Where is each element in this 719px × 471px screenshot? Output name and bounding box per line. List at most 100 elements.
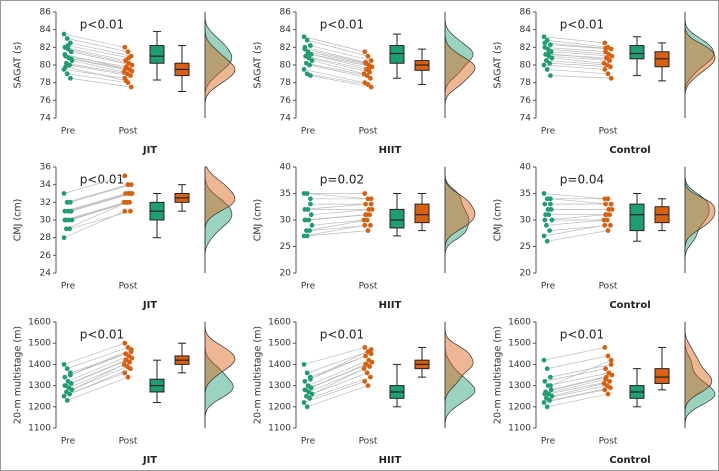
pair-line: [543, 36, 605, 44]
box: [389, 208, 405, 229]
pair-line: [63, 69, 125, 79]
point: [365, 228, 371, 234]
point: [368, 75, 373, 81]
pair-line: [307, 351, 369, 374]
pair-line: [64, 46, 126, 61]
point: [602, 222, 608, 228]
pair-line: [307, 193, 369, 200]
point: [368, 201, 374, 207]
pair-line: [69, 210, 131, 230]
point: [122, 44, 128, 50]
density: [204, 321, 236, 428]
point: [129, 62, 135, 68]
point: [64, 199, 70, 205]
y-tick-label: 30: [280, 216, 292, 226]
point: [68, 208, 73, 214]
pair-line: [63, 342, 125, 365]
point: [62, 374, 68, 380]
point: [609, 53, 615, 59]
point: [67, 62, 72, 68]
x-tick-label: Pre: [541, 437, 556, 447]
point: [363, 201, 368, 207]
point: [369, 359, 375, 365]
pair-line: [548, 55, 610, 61]
pair-line: [67, 355, 129, 382]
point: [364, 217, 370, 223]
pair-line: [303, 224, 365, 237]
pair-line: [63, 210, 125, 238]
annotation: p<0.01: [320, 18, 364, 32]
pair-line: [547, 69, 609, 75]
annotation: p=0.04: [560, 173, 604, 187]
point: [308, 385, 314, 391]
point: [541, 400, 547, 405]
point: [362, 345, 368, 350]
y-tick-label: 28: [40, 233, 52, 243]
y-axis-label: CMJ (cm): [13, 199, 24, 242]
y-tick-label: 76: [280, 96, 292, 106]
point: [549, 393, 555, 399]
pair-line: [303, 381, 365, 403]
point: [544, 404, 550, 410]
point: [64, 398, 70, 403]
x-tick-label: Pre: [541, 127, 556, 137]
pair-line: [68, 201, 130, 221]
density: [684, 167, 716, 273]
point: [547, 398, 552, 403]
pair-line: [547, 372, 609, 386]
point: [307, 62, 312, 68]
y-tick-label: 1400: [268, 360, 291, 370]
point: [608, 362, 614, 367]
x-tick-label: Post: [359, 127, 378, 137]
point: [301, 400, 307, 405]
y-tick-label: 1600: [28, 318, 51, 328]
pair-line: [547, 39, 609, 48]
y-tick-label: 80: [520, 61, 532, 71]
pair-line: [546, 60, 608, 66]
pair-line: [311, 368, 365, 395]
pair-line: [307, 39, 369, 57]
pair-line: [64, 201, 126, 221]
y-axis-label: CMJ (cm): [253, 199, 264, 242]
pair-line: [70, 42, 132, 57]
y-axis-label: CMJ (cm): [493, 199, 504, 242]
y-tick-label: 1100: [268, 424, 291, 434]
point: [302, 44, 308, 50]
point: [62, 217, 68, 223]
point: [61, 362, 67, 367]
y-tick-label: 76: [520, 96, 532, 106]
point: [64, 71, 70, 77]
pair-line: [543, 64, 605, 70]
y-tick-label: 1400: [508, 360, 531, 370]
pair-line: [304, 46, 366, 63]
pair-line: [550, 198, 612, 205]
point: [309, 58, 315, 63]
annotation: p<0.01: [560, 328, 604, 342]
point: [362, 49, 368, 55]
pair-line: [304, 203, 366, 210]
pair-line: [543, 224, 605, 237]
pair-line: [544, 214, 606, 221]
pair-line: [67, 376, 129, 401]
pair-line: [67, 38, 129, 53]
point: [368, 58, 374, 63]
y-tick-label: 1200: [28, 402, 51, 412]
pair-line: [68, 57, 130, 70]
point: [68, 381, 74, 386]
point: [306, 55, 312, 61]
pair-line: [70, 77, 132, 88]
box: [629, 45, 645, 60]
point: [304, 191, 310, 196]
y-tick-label: 84: [280, 25, 292, 35]
point: [67, 226, 72, 232]
point: [608, 64, 613, 70]
y-tick-label: 86: [40, 8, 52, 18]
y-axis-label: 20-m multistage (m): [493, 326, 504, 424]
point: [544, 67, 550, 72]
pair-line: [546, 385, 608, 399]
density: [204, 166, 236, 273]
point: [68, 372, 73, 378]
point: [363, 353, 368, 359]
point: [603, 49, 608, 55]
point: [305, 51, 311, 56]
